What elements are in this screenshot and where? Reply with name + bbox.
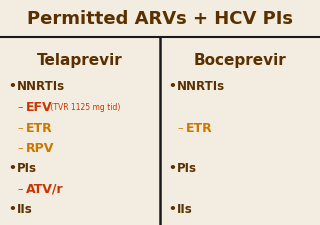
Bar xyxy=(0,0,320,38)
Text: RPV: RPV xyxy=(26,141,54,154)
Text: PIs: PIs xyxy=(177,162,197,175)
Text: Boceprevir: Boceprevir xyxy=(194,52,286,67)
Text: –: – xyxy=(17,122,23,132)
Text: EFV: EFV xyxy=(26,101,52,113)
Text: Permitted ARVs + HCV PIs: Permitted ARVs + HCV PIs xyxy=(27,10,293,28)
Text: ATV/r: ATV/r xyxy=(26,182,64,195)
Text: –: – xyxy=(17,102,23,112)
Text: –: – xyxy=(17,184,23,194)
Text: RAL: RAL xyxy=(26,223,53,225)
Text: IIs: IIs xyxy=(17,202,33,216)
Text: •: • xyxy=(168,80,176,93)
Text: •: • xyxy=(8,162,16,175)
Text: PIs: PIs xyxy=(17,162,37,175)
Text: •: • xyxy=(168,202,176,216)
Text: –: – xyxy=(177,122,183,132)
Text: RAL: RAL xyxy=(186,223,213,225)
Text: Telaprevir: Telaprevir xyxy=(37,52,123,67)
Text: –: – xyxy=(17,143,23,153)
Text: NNRTIs: NNRTIs xyxy=(177,80,225,93)
Text: •: • xyxy=(8,202,16,216)
Text: IIs: IIs xyxy=(177,202,193,216)
Text: •: • xyxy=(8,80,16,93)
Text: NNRTIs: NNRTIs xyxy=(17,80,65,93)
Text: (TVR 1125 mg tid): (TVR 1125 mg tid) xyxy=(48,103,120,112)
Text: ETR: ETR xyxy=(186,121,213,134)
Text: •: • xyxy=(168,162,176,175)
Text: ETR: ETR xyxy=(26,121,53,134)
